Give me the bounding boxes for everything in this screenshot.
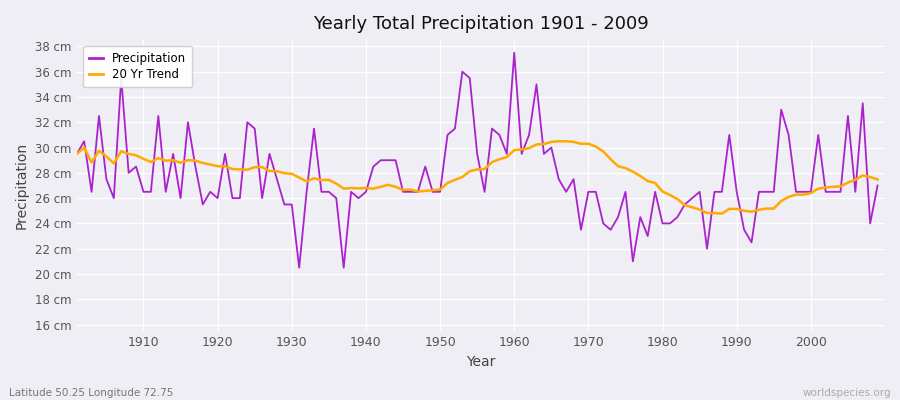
Title: Yearly Total Precipitation 1901 - 2009: Yearly Total Precipitation 1901 - 2009: [313, 15, 649, 33]
Legend: Precipitation, 20 Yr Trend: Precipitation, 20 Yr Trend: [83, 46, 193, 87]
Text: worldspecies.org: worldspecies.org: [803, 388, 891, 398]
Text: Latitude 50.25 Longitude 72.75: Latitude 50.25 Longitude 72.75: [9, 388, 174, 398]
Y-axis label: Precipitation: Precipitation: [15, 142, 29, 229]
X-axis label: Year: Year: [466, 355, 496, 369]
